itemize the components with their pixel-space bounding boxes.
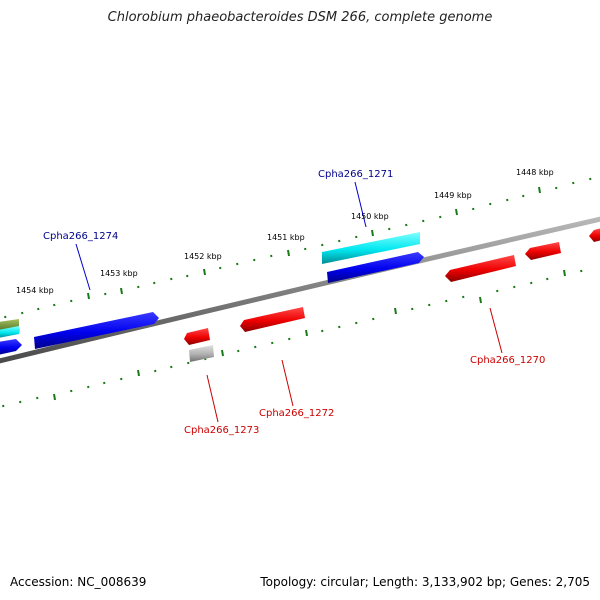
inner-tick-ruler bbox=[2, 269, 583, 408]
gene-labels: Cpha266_1274 Cpha266_1271 Cpha266_1273 C… bbox=[43, 169, 545, 436]
label-cpha266-1273[interactable]: Cpha266_1273 bbox=[184, 425, 259, 436]
gene-cpha266-1273-pseudo[interactable] bbox=[189, 345, 214, 362]
gene-cpha266-1270[interactable] bbox=[445, 255, 516, 282]
scale-label-1449: 1449 kbp bbox=[434, 191, 472, 200]
gene-cpha266-1274[interactable] bbox=[34, 312, 159, 349]
accession-text: Accession: NC_008639 bbox=[10, 575, 147, 589]
topology-text: Topology: circular; Length: 3,133,902 bp… bbox=[260, 575, 590, 589]
gene-cpha266-1273[interactable] bbox=[184, 328, 210, 345]
gene-feature-blue-edge[interactable] bbox=[0, 339, 22, 355]
label-cpha266-1271[interactable]: Cpha266_1271 bbox=[318, 169, 393, 180]
scale-label-1454: 1454 kbp bbox=[16, 286, 54, 295]
scale-label-1448: 1448 kbp bbox=[516, 168, 554, 177]
leader-cpha266-1270 bbox=[489, 307, 503, 354]
label-leaders bbox=[75, 181, 503, 423]
gene-forward-blue-2[interactable] bbox=[327, 252, 424, 283]
gene-feature-cyan-edge[interactable] bbox=[0, 326, 20, 338]
genome-backbone bbox=[0, 216, 600, 364]
scale-label-1453: 1453 kbp bbox=[100, 269, 138, 278]
label-cpha266-1274[interactable]: Cpha266_1274 bbox=[43, 231, 118, 242]
label-cpha266-1272[interactable]: Cpha266_1272 bbox=[259, 408, 334, 419]
gene-reverse-red-5[interactable] bbox=[525, 242, 561, 260]
leader-cpha266-1273 bbox=[206, 374, 219, 423]
scale-label-1452: 1452 kbp bbox=[184, 252, 222, 261]
leader-cpha266-1271 bbox=[354, 181, 367, 228]
scale-labels: 1454 kbp 1453 kbp 1452 kbp 1451 kbp 1450… bbox=[16, 168, 554, 295]
forward-genes bbox=[0, 232, 424, 349]
gene-reverse-red-edge[interactable] bbox=[589, 228, 600, 242]
leader-cpha266-1272 bbox=[281, 359, 294, 407]
gene-cpha266-1272[interactable] bbox=[240, 307, 305, 332]
leader-cpha266-1274 bbox=[75, 243, 91, 291]
gene-cpha266-1271-rna[interactable] bbox=[322, 232, 420, 264]
scale-label-1450: 1450 kbp bbox=[351, 212, 389, 221]
label-cpha266-1270[interactable]: Cpha266_1270 bbox=[470, 355, 545, 366]
scale-label-1451: 1451 kbp bbox=[267, 233, 305, 242]
reverse-genes bbox=[184, 228, 600, 362]
outer-tick-ruler bbox=[4, 177, 592, 319]
map-title: Chlorobium phaeobacteroides DSM 266, com… bbox=[107, 10, 493, 25]
